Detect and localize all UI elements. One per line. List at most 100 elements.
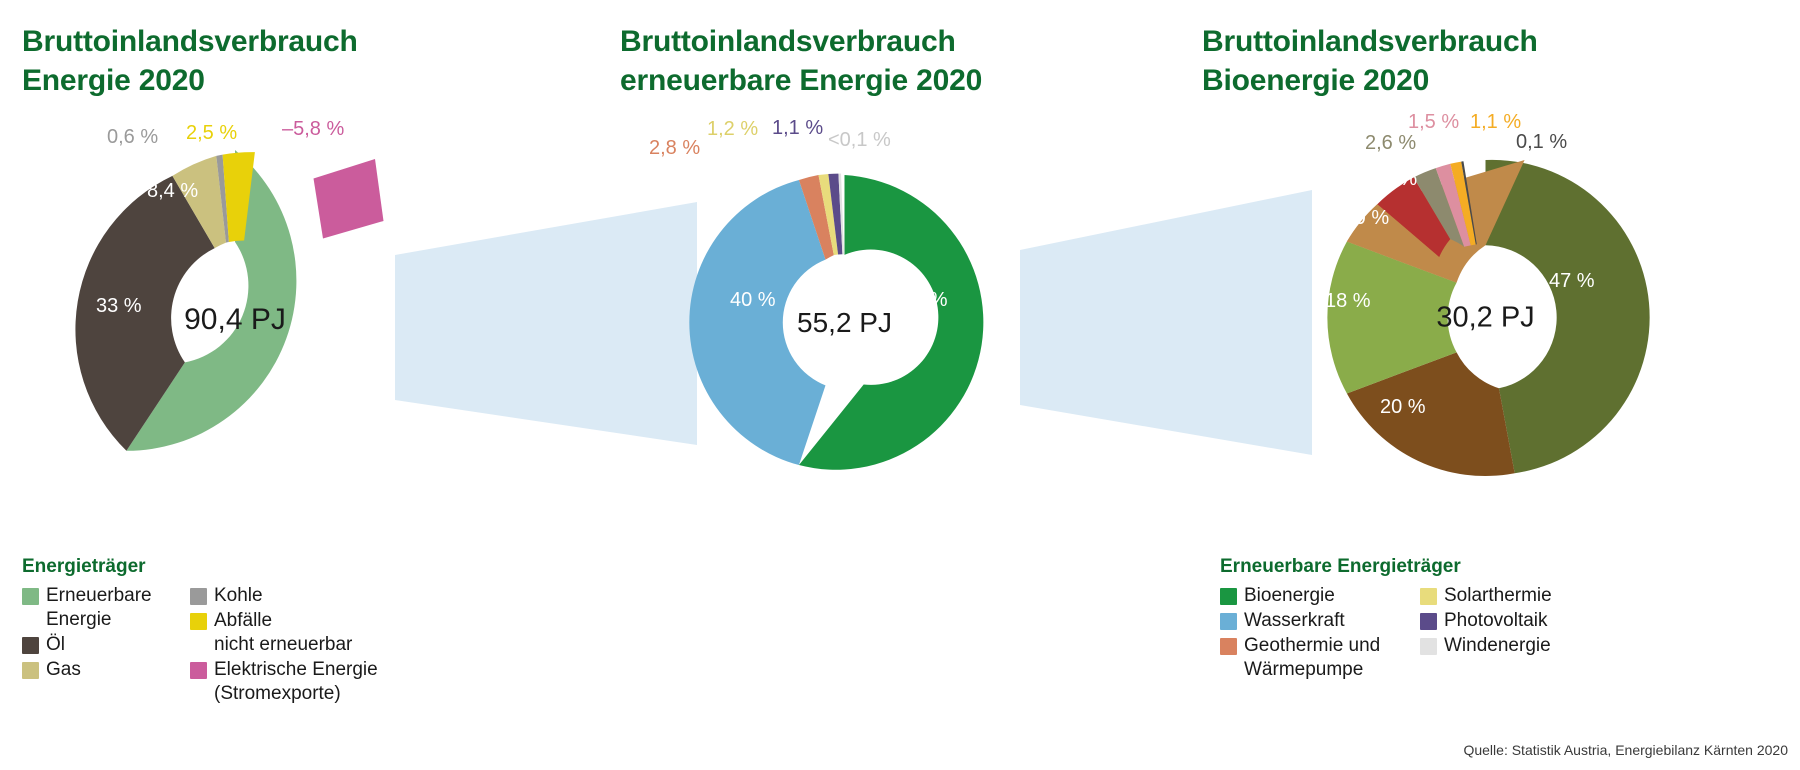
slice-scheitholz[interactable]	[1327, 241, 1457, 394]
legend-item-elektrische-energie[interactable]: Elektrische Energie (Stromexporte)	[190, 658, 422, 706]
slice-bioenergie[interactable]	[798, 175, 984, 470]
legend-item-wasserkraft[interactable]: Wasserkraft	[1220, 609, 1420, 633]
legend-swatch-icon	[22, 636, 39, 654]
chart-panel-bioenergie: Bruttoinlandsverbrauch Bioenergie 2020	[1180, 0, 1800, 770]
donut-svg-bioenergie	[1327, 159, 1650, 476]
slice-label-photovoltaik: 1,1 %	[772, 117, 824, 139]
slice-label-bioenergie: 55 %	[902, 289, 948, 311]
donut-svg-energie	[75, 150, 384, 451]
legend-title-energietraeger: Energieträger	[22, 556, 146, 577]
slice-kohle[interactable]	[216, 154, 229, 243]
slice-photovoltaik[interactable]	[828, 173, 843, 255]
page-title-bioenergie: Bruttoinlandsverbrauch Bioenergie 2020	[1202, 25, 1538, 97]
legend-item-label: Öl	[46, 633, 65, 655]
slice-oel[interactable]	[75, 175, 215, 451]
chart-panel-energie: Bruttoinlandsverbrauch Energie 2020 90,4…	[0, 0, 600, 770]
slice-erneuerbare-energie[interactable]	[126, 150, 297, 451]
slice-elektrische-energie[interactable]	[313, 159, 384, 239]
slice-label-gas: 8,4 %	[147, 180, 199, 202]
slice-holzkohle[interactable]	[1461, 161, 1477, 245]
slice-biogene-abfaelle[interactable]	[1450, 161, 1476, 246]
legend-item-label: Bioenergie	[1244, 585, 1335, 606]
legend-energietraeger: Energieträger Erneuerbare Energie Öl Gas	[22, 556, 422, 707]
donut-chart-energie: 90,4 PJ	[65, 150, 405, 490]
legend-column-1: Bioenergie Wasserkraft Geothermie und Wä…	[1220, 584, 1420, 683]
legend-item-label: Wasserkraft	[1244, 609, 1345, 631]
legend-erneuerbare-energietraeger: Erneuerbare Energieträger Bioenergie Was…	[1220, 556, 1640, 683]
slice-label-sonstige-feste-biogene: 2,6 %	[1365, 132, 1417, 154]
slice-abfaelle[interactable]	[222, 152, 255, 242]
legend-swatch-icon	[22, 588, 39, 605]
legend-item-kohle[interactable]: Kohle	[190, 584, 422, 608]
center-value-bioenergie: 30,2 PJ	[1436, 301, 1535, 333]
legend-item-erneuerbare-energie[interactable]: Erneuerbare Energie	[22, 584, 190, 632]
chart-panel-erneuerbare: Bruttoinlandsverbrauch erneuerbare Energ…	[600, 0, 1552, 770]
slice-pellets-fill[interactable]	[1346, 204, 1457, 283]
legend-item-label: Gas	[46, 658, 81, 680]
slice-sonstige-feste-biogene[interactable]	[1413, 168, 1465, 247]
slice-solarthermie[interactable]	[818, 173, 839, 256]
legend-column-2: Solarthermie Photovoltaik Windenergie	[1420, 584, 1640, 683]
slice-holzabfall[interactable]	[1485, 159, 1650, 474]
slice-label-kohle: 0,6 %	[107, 126, 159, 148]
slice-label-holzabfall: 47 %	[1549, 270, 1595, 292]
legend-item-gas[interactable]: Gas	[22, 658, 190, 682]
page-title-erneuerbare: Bruttoinlandsverbrauch erneuerbare Energ…	[620, 25, 983, 97]
legend-title-erneuerbare: Erneuerbare Energieträger	[1220, 556, 1461, 577]
legend-swatch-icon	[22, 661, 39, 679]
donut-chart-bioenergie: 30,2 PJ	[1327, 159, 1650, 476]
legend-item-geothermie[interactable]: Geothermie und Wärmepumpe	[1220, 634, 1420, 682]
center-value-erneuerbare: 55,2 PJ	[797, 306, 892, 338]
slice-windenergie[interactable]	[838, 173, 844, 255]
slice-label-pellets: 6,0 %	[1338, 207, 1390, 229]
legend-swatch-icon	[1420, 612, 1437, 630]
legend-item-label: Erneuerbare Energie	[46, 585, 152, 630]
donut-svg-erneuerbare	[689, 173, 984, 470]
slice-label-ablauge: 20 %	[1380, 396, 1426, 418]
slice-label-solarthermie: 1,2 %	[707, 118, 759, 140]
legend-item-windenergie[interactable]: Windenergie	[1420, 634, 1640, 658]
legend-item-label: Windenergie	[1444, 634, 1551, 656]
slice-wasserkraft[interactable]	[689, 179, 826, 466]
slice-geothermie[interactable]	[798, 175, 834, 260]
slice-label-wasserkraft: 40 %	[730, 289, 776, 311]
slice-label-holzkohle: 0,1 %	[1516, 131, 1568, 153]
legend-item-label: Solarthermie	[1444, 585, 1552, 606]
legend-swatch-icon	[1220, 637, 1237, 655]
slice-label-abfaelle: 2,5 %	[186, 122, 238, 144]
legend-swatch-icon	[1420, 588, 1437, 605]
donut-chart-erneuerbare: 55,2 PJ	[689, 173, 992, 470]
legend-swatch-icon	[1220, 612, 1237, 630]
slice-label-erneuerbare-energie: 61 %	[322, 305, 368, 327]
legend-swatch-icon	[190, 612, 207, 630]
legend-column-1: Erneuerbare Energie Öl Gas	[22, 584, 190, 707]
legend-item-label: Elektrische Energie (Stromexporte)	[214, 658, 378, 704]
slice-label-elektrische-energie: –5,8 %	[282, 118, 345, 140]
slice-label-oel: 33 %	[96, 295, 142, 317]
legend-swatch-icon	[190, 661, 207, 679]
slice-gas[interactable]	[172, 155, 226, 249]
legend-item-label: Abfälle nicht erneuerbar	[214, 609, 353, 655]
legend-item-solarthermie[interactable]: Solarthermie	[1420, 584, 1640, 608]
legend-item-label: Geothermie und Wärmepumpe	[1244, 634, 1381, 680]
slice-label-geothermie: 2,8 %	[649, 137, 701, 159]
slice-label-fluessige-biogene: 4,5 %	[1366, 168, 1418, 190]
slice-label-gasfoermige-biogene: 1,5 %	[1408, 111, 1460, 133]
slice-label-scheitholz: 18 %	[1325, 290, 1371, 312]
slice-gasfoermige-biogene[interactable]	[1435, 163, 1471, 247]
center-value-energie: 90,4 PJ	[184, 303, 286, 336]
legend-item-photovoltaik[interactable]: Photovoltaik	[1420, 609, 1640, 633]
slice-fluessige-biogene[interactable]	[1377, 177, 1451, 258]
legend-swatch-icon	[1420, 637, 1437, 655]
legend-item-bioenergie[interactable]: Bioenergie	[1220, 584, 1420, 608]
slice-ablauge[interactable]	[1346, 352, 1515, 476]
legend-item-label: Photovoltaik	[1444, 609, 1548, 631]
legend-column-2: Kohle Abfälle nicht erneuerbar Elektrisc…	[190, 584, 422, 707]
legend-swatch-icon	[190, 588, 207, 605]
legend-item-oel[interactable]: Öl	[22, 633, 190, 657]
legend-item-label: Kohle	[214, 585, 263, 606]
legend-swatch-icon	[1220, 588, 1237, 605]
legend-item-abfaelle[interactable]: Abfälle nicht erneuerbar	[190, 609, 422, 657]
source-note: Quelle: Statistik Austria, Energiebilanz…	[1463, 742, 1788, 758]
